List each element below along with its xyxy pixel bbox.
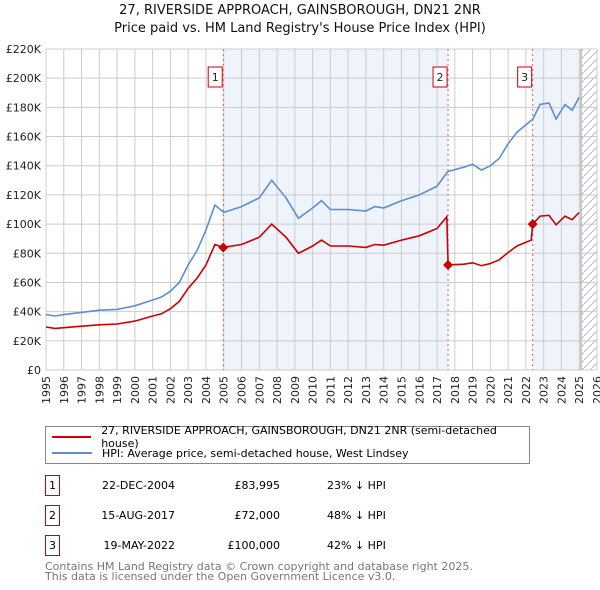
x-tick-label: 2026 [591, 376, 600, 404]
y-tick-label: £20K [13, 335, 42, 348]
y-tick-label: £80K [13, 247, 42, 260]
x-tick-label: 2013 [360, 376, 373, 404]
x-tick-label: 1997 [76, 376, 89, 404]
legend-swatch-blue [52, 452, 92, 454]
x-tick-label: 2004 [200, 376, 213, 404]
y-tick-label: £100K [6, 218, 42, 231]
x-tick-label: 2009 [289, 376, 302, 404]
sale-label: 1 [212, 71, 219, 84]
transaction-row: 1 22-DEC-2004 £83,995 23% ↓ HPI [45, 475, 545, 496]
price-chart: 1995 1996 1997 1998 1999 2000 2001 2002 2003 2004… [6, 43, 600, 404]
x-tick-label: 2019 [467, 376, 480, 404]
transaction-price: £72,000 [234, 509, 281, 522]
transaction-row: 3 19-MAY-2022 £100,000 42% ↓ HPI [45, 535, 545, 556]
legend-item-property: 27, RIVERSIDE APPROACH, GAINSBOROUGH, DN… [46, 424, 529, 450]
chart-title: 27, RIVERSIDE APPROACH, GAINSBOROUGH, DN… [119, 3, 481, 18]
x-tick-label: 2002 [164, 376, 177, 404]
chart-subtitle: Price paid vs. HM Land Registry's House … [114, 21, 486, 36]
footer-copyright: Contains HM Land Registry data © Crown c… [45, 560, 473, 573]
sale-point [443, 259, 454, 270]
y-tick-label: £120K [6, 189, 42, 202]
x-tick-label: 2023 [538, 376, 551, 404]
sale-point [218, 242, 229, 253]
sale-label: 3 [521, 71, 528, 84]
transaction-row: 2 15-AUG-2017 £72,000 48% ↓ HPI [45, 505, 545, 526]
x-tick-label: 2017 [431, 376, 444, 404]
transaction-date: 19-MAY-2022 [103, 539, 175, 552]
sale-label-box [517, 66, 533, 88]
x-tick-label: 2005 [218, 376, 231, 404]
x-tick-label: 2022 [520, 376, 533, 404]
transaction-date: 15-AUG-2017 [101, 509, 175, 522]
x-tick-label: 2001 [147, 376, 160, 404]
transaction-number: 2 [45, 505, 60, 526]
price-paid-series-line [45, 211, 580, 330]
transaction-price: £83,995 [234, 479, 281, 492]
x-tick-label: 2007 [253, 376, 266, 404]
y-tick-label: £180K [6, 101, 42, 114]
legend-label: HPI: Average price, semi-detached house,… [102, 446, 409, 460]
shaded-range [532, 49, 582, 370]
transaction-hpi: 23% ↓ HPI [327, 479, 386, 492]
y-tick-label: £60K [13, 276, 42, 289]
transaction-hpi: 48% ↓ HPI [327, 509, 386, 522]
y-tick-label: £140K [6, 160, 42, 173]
x-tick-label: 2016 [413, 376, 426, 404]
x-tick-label: 1998 [93, 376, 106, 404]
x-tick-label: 2015 [395, 376, 408, 404]
forecast-hatch [581, 49, 597, 370]
x-tick-label: 2000 [129, 376, 142, 404]
hpi-series-line [45, 96, 580, 317]
y-tick-label: £220K [6, 43, 42, 56]
y-tick-label: £160K [6, 131, 42, 144]
y-tick-label: £40K [13, 306, 42, 319]
x-tick-label: 2008 [271, 376, 284, 404]
x-tick-label: 2010 [307, 376, 320, 404]
x-tick-label: 2014 [378, 376, 391, 404]
transaction-date: 22-DEC-2004 [101, 479, 175, 492]
sale-label-box [207, 66, 223, 88]
legend-swatch-red [52, 436, 92, 438]
sale-label: 2 [437, 71, 444, 84]
sale-label-box [432, 66, 448, 88]
x-tick-label: 2018 [449, 376, 462, 404]
x-tick-label: 2024 [555, 376, 568, 404]
transaction-price: £100,000 [227, 539, 281, 552]
x-tick-label: 2003 [182, 376, 195, 404]
y-tick-label: £0 [27, 364, 41, 377]
legend-item-hpi: HPI: Average price, semi-detached house,… [46, 445, 409, 461]
x-tick-label: 2006 [236, 376, 249, 404]
transaction-number: 3 [45, 535, 60, 556]
x-tick-label: 2021 [502, 376, 515, 404]
transaction-hpi: 42% ↓ HPI [327, 539, 386, 552]
x-tick-label: 2020 [484, 376, 497, 404]
x-tick-label: 1996 [58, 376, 71, 404]
sale-point [527, 219, 538, 230]
x-tick-label: 1995 [40, 376, 53, 404]
x-tick-label: 2025 [573, 376, 586, 404]
x-tick-label: 1999 [111, 376, 124, 404]
transaction-number: 1 [45, 475, 60, 496]
y-tick-label: £200K [6, 72, 42, 85]
legend: 27, RIVERSIDE APPROACH, GAINSBOROUGH, DN… [45, 424, 530, 464]
legend-label: 27, RIVERSIDE APPROACH, GAINSBOROUGH, DN… [101, 424, 497, 450]
footer-licence: This data is licensed under the Open Gov… [45, 570, 396, 583]
x-tick-label: 2011 [324, 376, 337, 404]
x-tick-label: 2012 [342, 376, 355, 404]
footer: Contains HM Land Registry data © Crown c… [45, 560, 473, 583]
